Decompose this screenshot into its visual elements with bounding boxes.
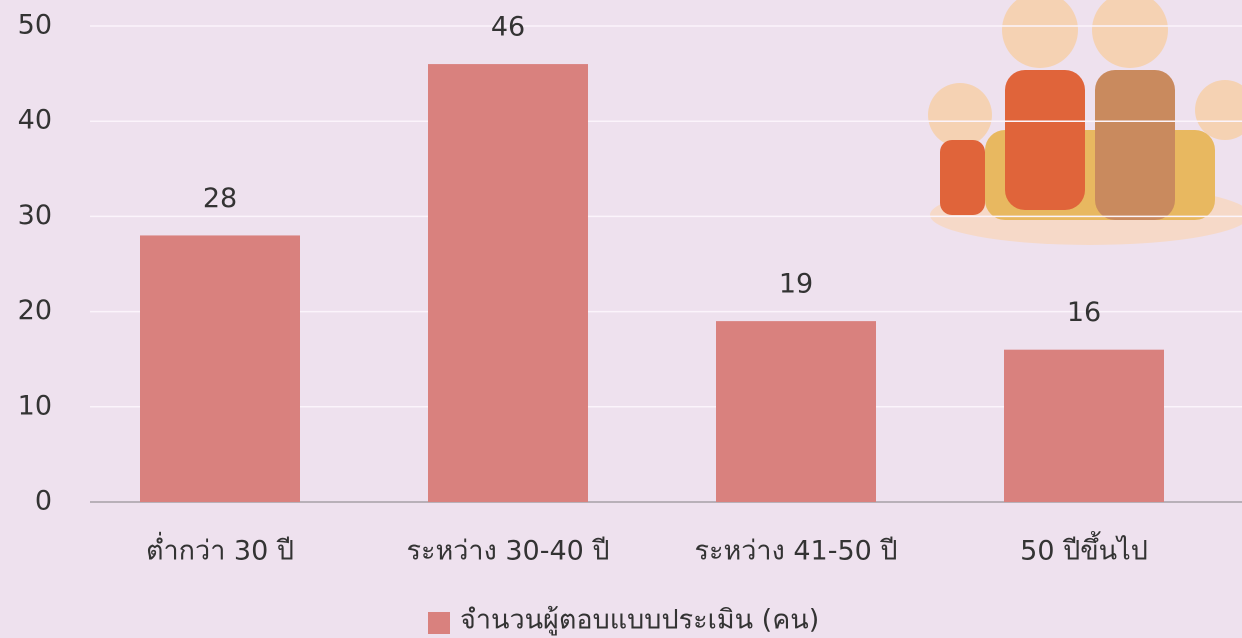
y-tick-label: 30 [18, 200, 52, 231]
bar [428, 64, 588, 502]
illustration-grandpa-head [1002, 0, 1078, 68]
illustration-grandma [1095, 70, 1175, 220]
illustration-child [940, 140, 985, 215]
x-tick-label: ระหว่าง 41-50 ปี [694, 536, 897, 567]
y-tick-label: 50 [18, 10, 52, 41]
legend-label: จำนวนผู้ตอบแบบประเมิน (คน) [460, 605, 819, 636]
y-tick-label: 10 [18, 390, 52, 421]
family-illustration [928, 0, 1242, 245]
x-tick-label: 50 ปีขึ้นไป [1020, 531, 1148, 567]
data-label: 16 [1067, 297, 1101, 328]
x-tick-label: ระหว่าง 30-40 ปี [406, 536, 609, 567]
bar [716, 321, 876, 502]
data-label: 28 [203, 183, 237, 214]
data-label: 19 [779, 269, 813, 300]
illustration-girl-head [1195, 80, 1242, 140]
y-tick-label: 0 [35, 486, 52, 517]
illustration-grandma-head [1092, 0, 1168, 68]
y-tick-label: 40 [18, 105, 52, 136]
x-tick-label: ต่ำกว่า 30 ปี [146, 532, 294, 567]
bar [140, 235, 300, 502]
y-tick-label: 20 [18, 295, 52, 326]
illustration-child-head [928, 83, 992, 147]
legend-swatch [428, 612, 450, 634]
illustration-grandpa [1005, 70, 1085, 210]
bar [1004, 349, 1164, 502]
data-label: 46 [491, 12, 525, 43]
